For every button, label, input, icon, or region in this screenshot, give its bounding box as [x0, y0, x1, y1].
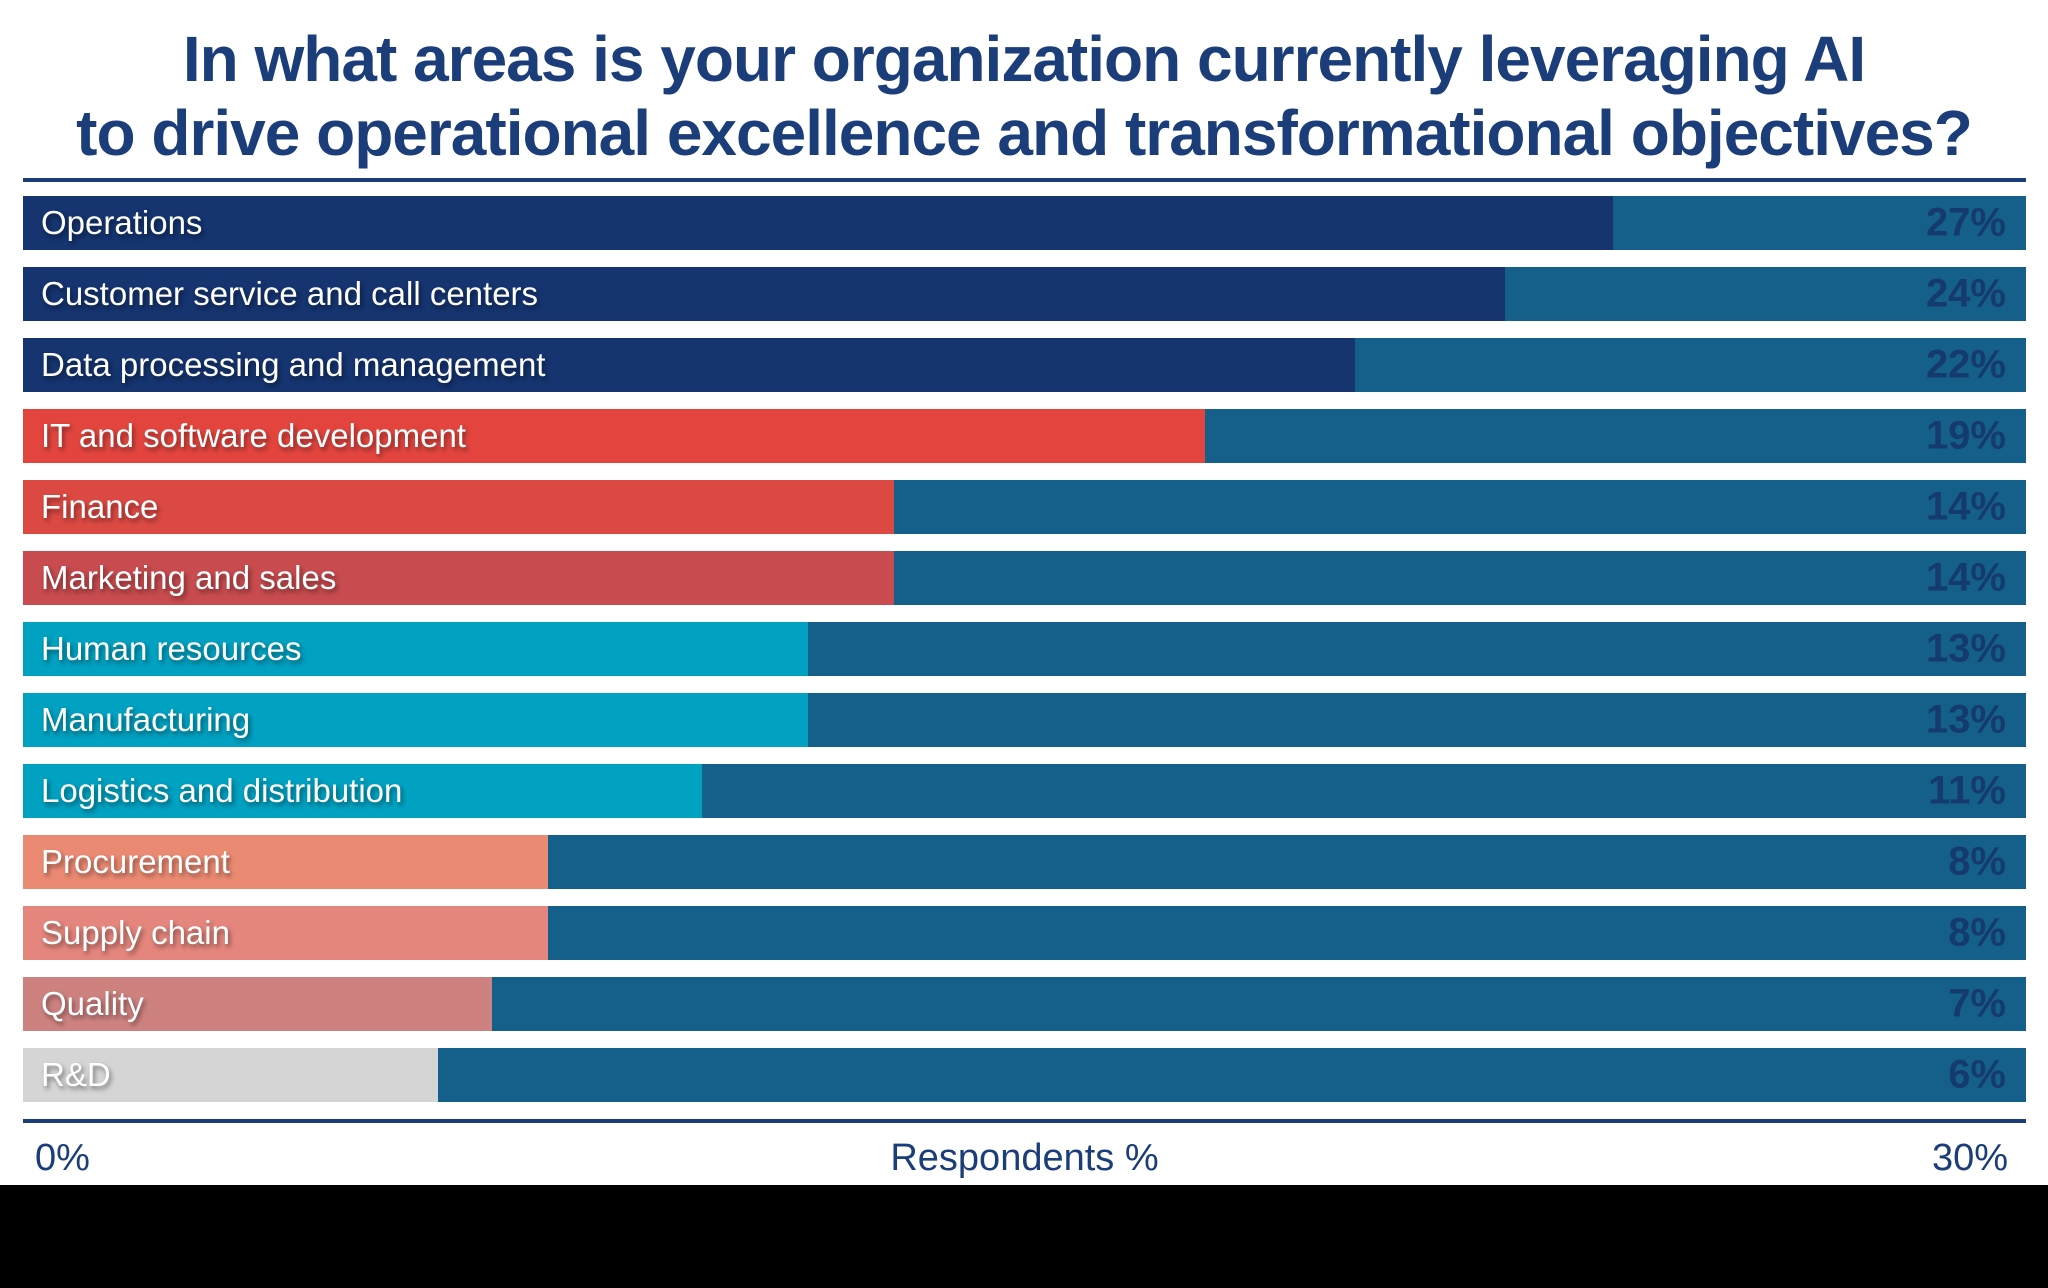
bar-fill: IT and software development	[23, 409, 1205, 463]
bar-row: R&D 6%	[23, 1048, 2026, 1102]
bar-row: Operations 27%	[23, 196, 2026, 250]
bar-fill: R&D	[23, 1048, 438, 1102]
bar-row: Logistics and distribution 11%	[23, 764, 2026, 818]
bar-value-label: 22%	[1925, 342, 2006, 387]
bar-fill: Marketing and sales	[23, 551, 895, 605]
x-axis-labels: 0% Respondents % 30%	[23, 1137, 2026, 1185]
x-axis-max-label: 30%	[1931, 1137, 2008, 1179]
bar-category-label: Customer service and call centers	[41, 275, 539, 312]
bar-fill: Operations	[23, 196, 1614, 250]
x-axis-title: Respondents %	[890, 1137, 1159, 1179]
bar-row: IT and software development 19%	[23, 409, 2026, 463]
bar-row: Manufacturing 13%	[23, 693, 2026, 747]
bar-category-label: Operations	[41, 204, 203, 241]
bar-row: Customer service and call centers 24%	[23, 267, 2026, 321]
bar-category-label: Supply chain	[41, 914, 230, 951]
bottom-black-band	[0, 1185, 2048, 1288]
bar-value-label: 24%	[1925, 271, 2006, 316]
bar-row: Data processing and management 22%	[23, 338, 2026, 392]
title-divider-line	[23, 178, 2026, 182]
bar-fill: Human resources	[23, 622, 809, 676]
bar-category-label: Logistics and distribution	[41, 772, 403, 809]
bar-value-label: 14%	[1925, 484, 2006, 529]
bar-value-label: 11%	[1928, 768, 2006, 813]
bar-value-label: 14%	[1925, 555, 2006, 600]
x-axis-min-label: 0%	[35, 1137, 90, 1179]
bar-category-label: Quality	[41, 985, 144, 1022]
bar-fill: Manufacturing	[23, 693, 809, 747]
bar-value-label: 13%	[1925, 626, 2006, 671]
bar-value-label: 7%	[1948, 981, 2006, 1026]
bar-category-label: R&D	[41, 1056, 111, 1093]
bar-category-label: Procurement	[41, 843, 230, 880]
chart-title-line1: In what areas is your organization curre…	[182, 23, 1866, 95]
bar-fill: Data processing and management	[23, 338, 1355, 392]
bar-fill: Quality	[23, 977, 492, 1031]
bar-fill: Customer service and call centers	[23, 267, 1506, 321]
bar-chart: Operations 27% Customer service and call c…	[23, 196, 2026, 1102]
bar-value-label: 13%	[1925, 697, 2006, 742]
bar-fill: Finance	[23, 480, 895, 534]
chart-title: In what areas is your organization curre…	[0, 0, 2048, 170]
bar-row: Human resources 13%	[23, 622, 2026, 676]
bar-row: Procurement 8%	[23, 835, 2026, 889]
bar-value-label: 8%	[1948, 839, 2006, 884]
bar-value-label: 27%	[1925, 200, 2006, 245]
bar-value-label: 19%	[1925, 413, 2006, 458]
bar-row: Marketing and sales 14%	[23, 551, 2026, 605]
bar-fill: Supply chain	[23, 906, 548, 960]
bar-row: Quality 7%	[23, 977, 2026, 1031]
bar-category-label: IT and software development	[41, 417, 466, 454]
bar-category-label: Manufacturing	[41, 701, 251, 738]
bar-fill: Procurement	[23, 835, 548, 889]
bar-row: Finance 14%	[23, 480, 2026, 534]
x-axis-line	[23, 1119, 2026, 1123]
bar-row: Supply chain 8%	[23, 906, 2026, 960]
bar-category-label: Marketing and sales	[41, 559, 337, 596]
bar-category-label: Data processing and management	[41, 346, 546, 383]
chart-title-line2: to drive operational excellence and tran…	[76, 97, 1973, 169]
bar-value-label: 6%	[1948, 1052, 2006, 1097]
bar-value-label: 8%	[1948, 910, 2006, 955]
bar-category-label: Finance	[41, 488, 159, 525]
bar-fill: Logistics and distribution	[23, 764, 703, 818]
bar-category-label: Human resources	[41, 630, 302, 667]
